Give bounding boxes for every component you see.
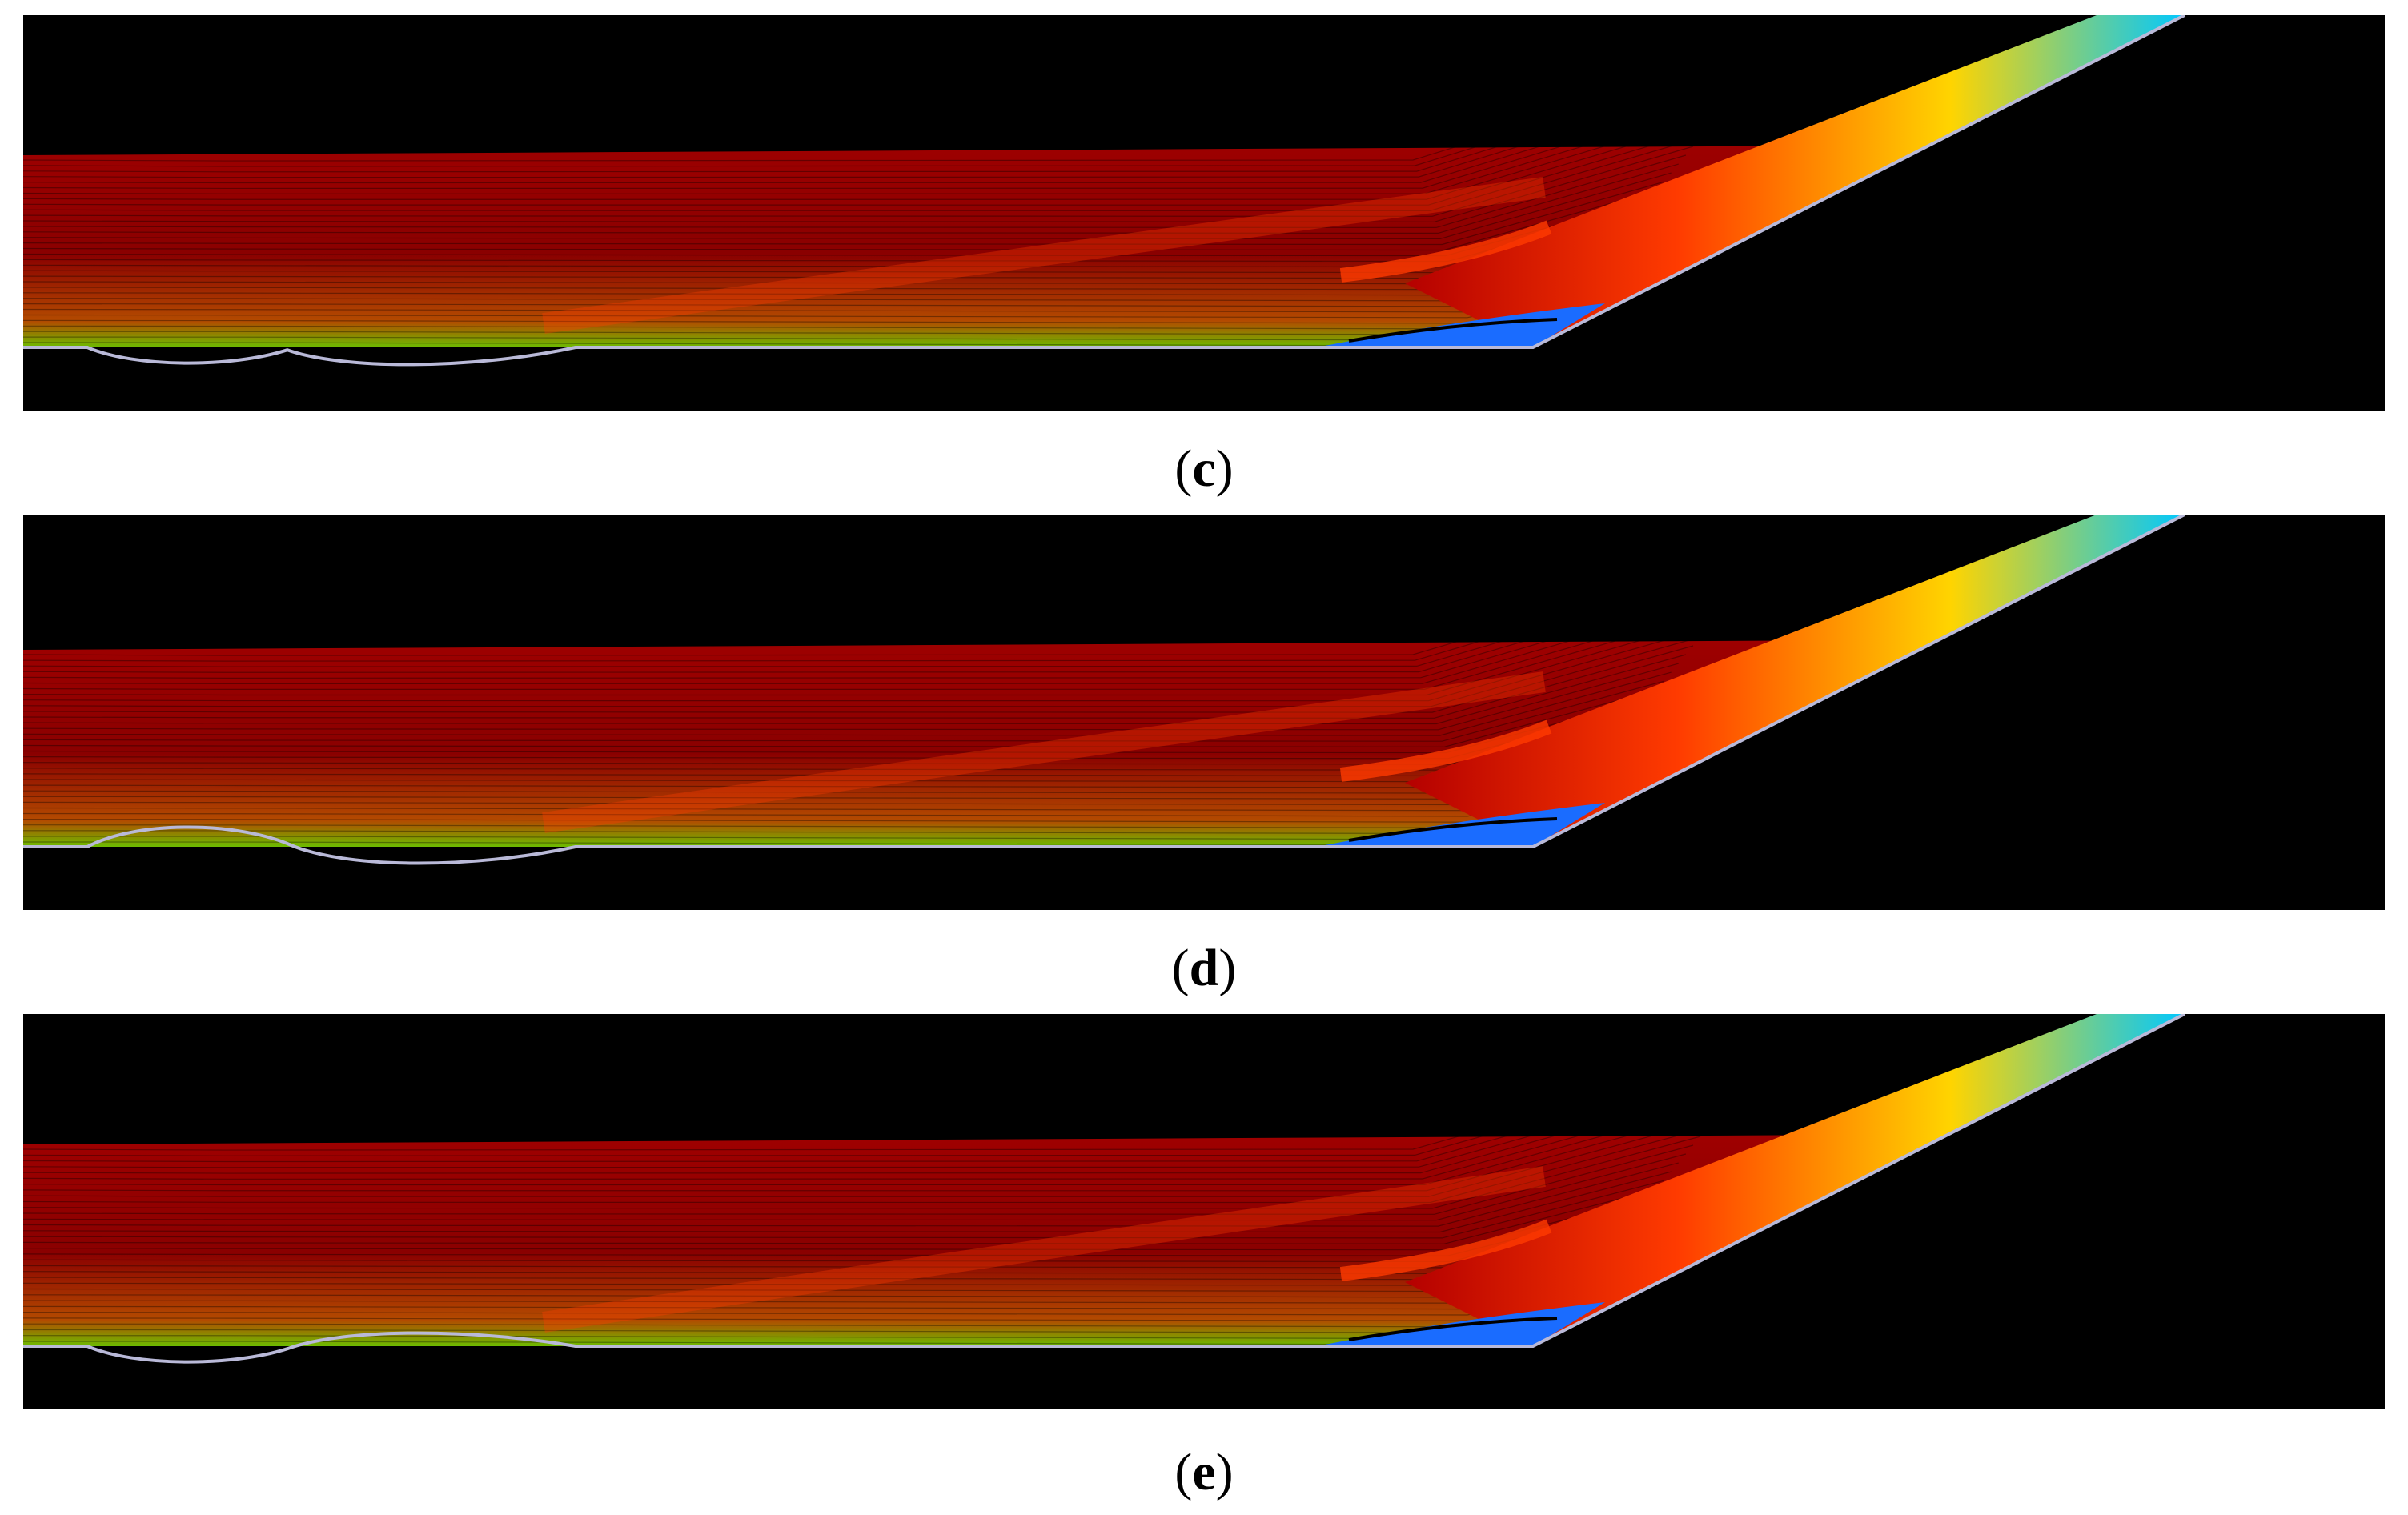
- wall-profile: [23, 515, 2185, 865]
- streamline: [23, 1188, 1657, 1244]
- streamline: [23, 261, 1599, 296]
- streamline: [23, 742, 1614, 783]
- shear-streak: [542, 1166, 1546, 1333]
- streamline: [23, 680, 1664, 742]
- shear-layer: [1339, 719, 1552, 782]
- streamline: [23, 234, 1621, 279]
- shear-layer: [1339, 1219, 1552, 1281]
- shear-streak: [542, 177, 1546, 334]
- streamline: [23, 1250, 1607, 1286]
- streamline: [23, 769, 1591, 800]
- streamline: [23, 181, 1664, 246]
- ramp-jet: [1405, 1014, 2185, 1346]
- wall-profile: [23, 1014, 2185, 1364]
- streamline: [23, 270, 1591, 302]
- caption-letter: d: [1189, 939, 1219, 997]
- streamline: [23, 1197, 1650, 1251]
- streamline: [23, 1286, 1577, 1310]
- vortex-line: [1348, 1317, 1558, 1341]
- streamline: [23, 1277, 1584, 1304]
- flow-field-e: [23, 1014, 2385, 1409]
- streamline: [23, 698, 1650, 754]
- streamline: [23, 1241, 1614, 1281]
- caption-paren-close: ): [1215, 439, 1234, 498]
- panel-caption-c: (c): [0, 443, 2408, 495]
- streamline: [23, 279, 1584, 307]
- caption-paren-open: (: [1174, 1443, 1193, 1501]
- contour-panel-c: [23, 15, 2385, 411]
- caption-paren-close: ): [1218, 939, 1237, 997]
- streamline: [23, 1206, 1643, 1256]
- streamline: [23, 689, 1657, 748]
- streamline: [23, 760, 1599, 794]
- streamline: [23, 671, 1672, 736]
- streamline: [23, 242, 1614, 285]
- streamline: [23, 778, 1584, 806]
- streamline: [23, 1180, 1664, 1239]
- wall-profile: [23, 15, 2185, 367]
- streamline: [23, 190, 1657, 251]
- flow-field-c: [23, 15, 2385, 411]
- streamline: [23, 751, 1607, 788]
- vortex-line: [1348, 817, 1558, 842]
- ramp-jet: [1405, 515, 2185, 847]
- contour-panel-e: [23, 1014, 2385, 1409]
- streamline: [23, 251, 1607, 291]
- streamline: [23, 707, 1643, 760]
- streamline: [23, 787, 1577, 812]
- streamline: [23, 1171, 1672, 1233]
- shear-streak: [542, 671, 1546, 833]
- panel-caption-d: (d): [0, 942, 2408, 995]
- streamline: [23, 1269, 1591, 1298]
- caption-letter: c: [1192, 439, 1216, 498]
- streamline: [23, 733, 1621, 777]
- caption-paren-open: (: [1174, 439, 1193, 498]
- contour-panel-d: [23, 515, 2385, 910]
- streamline: [23, 198, 1650, 257]
- streamline: [23, 1260, 1599, 1293]
- caption-paren-open: (: [1171, 939, 1190, 997]
- streamline: [23, 172, 1672, 240]
- shear-layer: [1339, 220, 1552, 283]
- caption-paren-close: ): [1215, 1443, 1234, 1501]
- ramp-jet: [1405, 15, 2185, 347]
- caption-letter: e: [1192, 1443, 1216, 1501]
- panel-caption-e: (e): [0, 1446, 2408, 1499]
- vortex-line: [1348, 318, 1558, 343]
- flow-field-d: [23, 515, 2385, 910]
- streamline: [23, 287, 1577, 313]
